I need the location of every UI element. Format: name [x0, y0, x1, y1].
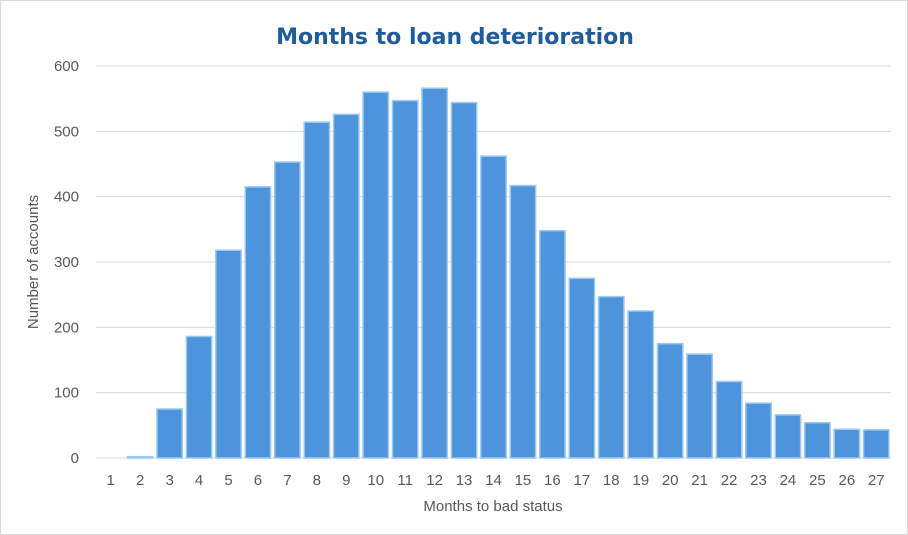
x-tick-label: 16 [544, 472, 561, 489]
x-tick-label: 23 [750, 472, 767, 489]
x-tick-label: 14 [485, 472, 502, 489]
bar-17 [568, 277, 596, 459]
x-tick-label: 11 [397, 472, 413, 489]
bar-23 [745, 402, 772, 459]
x-tick-label: 2 [136, 472, 144, 489]
bar-2 [126, 455, 154, 459]
x-tick-label: 20 [662, 472, 679, 489]
bar-12 [421, 87, 449, 459]
bar-20 [656, 342, 684, 459]
bar-26 [833, 428, 861, 459]
bar-13 [450, 101, 478, 459]
bar-4 [185, 335, 213, 459]
bars [126, 87, 890, 459]
x-tick-label: 18 [603, 472, 620, 489]
bar-19 [627, 310, 655, 459]
bar-22 [715, 380, 743, 459]
bar-7 [273, 161, 301, 459]
x-tick-label: 19 [632, 472, 649, 489]
x-tick-label: 22 [721, 472, 738, 489]
bar-10 [362, 91, 390, 459]
bar-5 [215, 249, 242, 459]
y-tick-label: 100 [54, 385, 79, 402]
bar-24 [774, 414, 802, 459]
bar-16 [538, 229, 566, 459]
bar-3 [156, 408, 184, 459]
x-tick-label: 26 [838, 472, 855, 489]
bar-11 [391, 99, 419, 459]
x-tick-label: 15 [515, 472, 532, 489]
x-tick-label: 1 [107, 472, 115, 489]
bar-14 [480, 155, 507, 459]
y-tick-label: 600 [54, 58, 79, 75]
x-tick-label: 25 [809, 472, 826, 489]
x-tick-label: 5 [224, 472, 232, 489]
x-axis-ticks: 1 2 3 4 5 6 7 8 9 10 11 12 13 14 15 16 17 18 19 20 21 22 23 24 2… [107, 472, 885, 489]
y-tick-label: 0 [71, 450, 79, 467]
bar-21 [686, 353, 714, 459]
y-tick-label: 500 [54, 123, 79, 140]
x-tick-label: 7 [283, 472, 291, 489]
bar-15 [509, 184, 537, 459]
x-tick-label: 8 [313, 472, 321, 489]
x-tick-label: 17 [573, 472, 590, 489]
x-tick-label: 21 [691, 472, 708, 489]
x-tick-label: 13 [456, 472, 473, 489]
x-tick-label: 12 [426, 472, 443, 489]
y-tick-label: 200 [54, 319, 79, 336]
x-tick-label: 4 [195, 472, 203, 489]
x-tick-label: 9 [342, 472, 350, 489]
chart-title: Months to loan deterioration [276, 25, 634, 50]
x-tick-label: 10 [367, 472, 384, 489]
bar-25 [803, 421, 831, 459]
x-tick-label: 27 [868, 472, 885, 489]
bar-18 [597, 295, 625, 459]
y-axis-ticks: 0 100 200 300 400 500 600 [54, 58, 79, 467]
x-tick-label: 24 [780, 472, 797, 489]
bar-27 [862, 429, 890, 459]
y-tick-label: 300 [54, 254, 79, 271]
x-tick-label: 6 [254, 472, 262, 489]
bar-9 [332, 113, 360, 459]
bar-6 [244, 186, 272, 459]
bar-8 [303, 121, 331, 459]
y-axis-label: Number of accounts [25, 195, 42, 329]
x-tick-label: 3 [165, 472, 173, 489]
y-tick-label: 400 [54, 189, 79, 206]
x-axis-label: Months to bad status [423, 498, 562, 515]
